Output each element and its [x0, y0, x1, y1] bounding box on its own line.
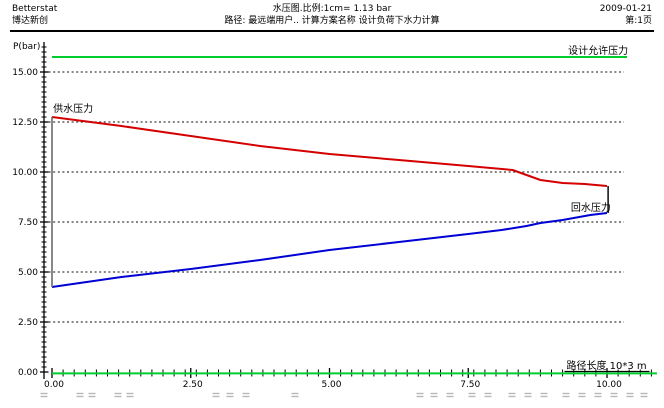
supply-pressure-line — [51, 116, 608, 187]
app-name: Betterstat — [12, 4, 58, 14]
supply-pressure-label: 供水压力 — [53, 102, 93, 115]
y-tick-label: 2.50 — [18, 318, 38, 328]
x-axis-label: 路径长度 10*3 m — [566, 359, 646, 372]
design-pressure-label: 设计允许压力 — [568, 44, 628, 57]
x-tick-label: 7.50 — [460, 380, 480, 390]
y-tick-label: 0.00 — [18, 368, 38, 378]
chart-subtitle: 路径: 最远端用户.. 计算方案名称 设计负荷下水力计算 — [224, 16, 440, 26]
y-axis-label: P(bar) — [13, 42, 40, 52]
page-number: 第:1页 — [625, 16, 652, 26]
report-header: Betterstat 博达新创 水压图.比例:1cm= 1.13 bar 路径:… — [12, 3, 652, 27]
y-tick-label: 7.50 — [18, 218, 38, 228]
y-tick-label: 12.50 — [12, 118, 38, 128]
x-tick-label: 5.00 — [321, 380, 341, 390]
y-tick-label: 5.00 — [18, 268, 38, 278]
company-name: 博达新创 — [12, 16, 49, 26]
report-date: 2009-01-21 — [599, 4, 652, 14]
return-pressure-line — [51, 212, 608, 288]
return-pressure-label: 回水压力 — [571, 201, 611, 214]
y-tick-label: 10.00 — [12, 168, 38, 178]
header-right-block: 2009-01-21 第:1页 — [532, 3, 652, 27]
x-tick-label: 0.00 — [44, 380, 64, 390]
header-divider — [10, 30, 654, 32]
chart-title: 水压图.比例:1cm= 1.13 bar — [272, 4, 392, 14]
x-tick-label: 2.50 — [183, 380, 203, 390]
header-left-block: Betterstat 博达新创 — [12, 3, 132, 27]
x-tick-label: 10.00 — [596, 380, 622, 390]
y-tick-label: 15.00 — [12, 68, 38, 78]
header-center-block: 水压图.比例:1cm= 1.13 bar 路径: 最远端用户.. 计算方案名称 … — [132, 3, 532, 27]
